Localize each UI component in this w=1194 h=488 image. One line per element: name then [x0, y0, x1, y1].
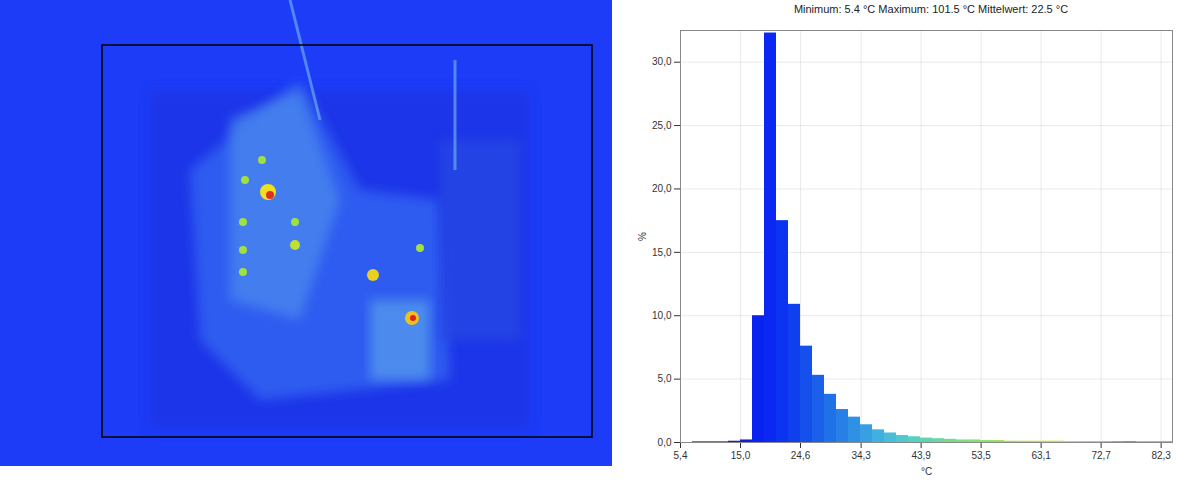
svg-text:30,0: 30,0: [652, 56, 672, 67]
svg-text:24,6: 24,6: [791, 450, 811, 461]
svg-text:%: %: [637, 232, 648, 241]
svg-text:20,0: 20,0: [652, 183, 672, 194]
svg-text:10,0: 10,0: [652, 310, 672, 321]
svg-text:0,0: 0,0: [658, 437, 672, 448]
svg-text:34,3: 34,3: [851, 450, 871, 461]
svg-text:5,4: 5,4: [674, 450, 688, 461]
svg-text:53,5: 53,5: [971, 450, 991, 461]
svg-text:43,9: 43,9: [911, 450, 931, 461]
svg-text:63,1: 63,1: [1031, 450, 1051, 461]
html-text:Minimum: 5.4 °C Maximum: 101.5: Minimum: 5.4 °C Maximum: 101.5 °C Mittel…: [793, 3, 1069, 15]
svg-text:72,7: 72,7: [1091, 450, 1111, 461]
svg-text:15,0: 15,0: [652, 247, 672, 258]
svg-text:5,0: 5,0: [658, 373, 672, 384]
svg-text:82,3: 82,3: [1151, 450, 1171, 461]
svg-text:15,0: 15,0: [731, 450, 751, 461]
svg-text:25,0: 25,0: [652, 120, 672, 131]
svg-text:°C: °C: [921, 466, 932, 477]
